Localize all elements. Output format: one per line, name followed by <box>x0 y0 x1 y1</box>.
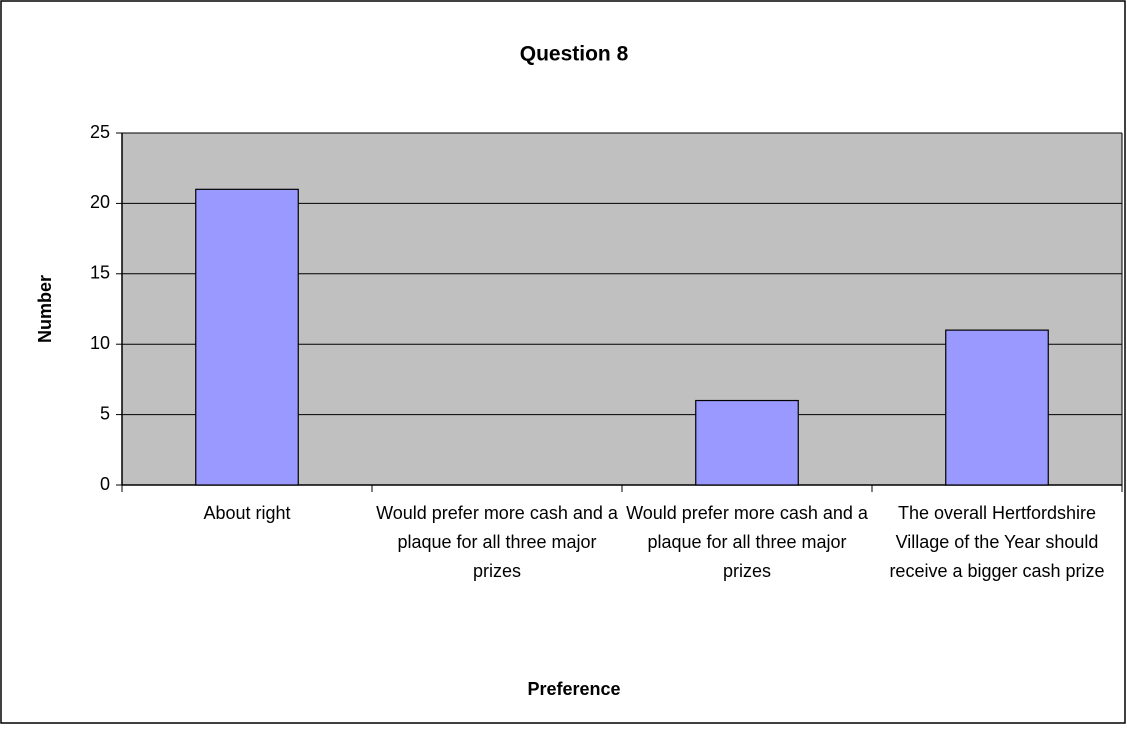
x-tick-label-box: The overall Hertfordshire Village of the… <box>889 503 1105 581</box>
y-tick-label: 20 <box>90 192 110 212</box>
y-tick-label: 5 <box>100 403 110 423</box>
x-tick-label-box: Would prefer more cash and a plaque for … <box>626 503 868 581</box>
y-tick-label: 15 <box>90 263 110 283</box>
y-tick-label: 10 <box>90 333 110 353</box>
x-tick-label-box: Would prefer more cash and a plaque for … <box>376 503 618 581</box>
bar <box>945 329 1049 486</box>
x-tick-label: The overall Hertfordshire Village of the… <box>889 503 1105 581</box>
x-tick-label: Would prefer more cash and a plaque for … <box>626 503 868 581</box>
chart-title: Question 8 <box>520 43 629 66</box>
bar <box>195 188 299 486</box>
y-axis-title: Number <box>35 275 55 343</box>
x-axis-title: Preference <box>527 679 620 699</box>
y-tick-label: 25 <box>90 122 110 142</box>
x-tick-label-box: About right <box>203 503 291 523</box>
y-tick-label: 0 <box>100 474 110 494</box>
x-tick-label: About right <box>203 503 291 523</box>
x-tick-label: Would prefer more cash and a plaque for … <box>376 503 618 581</box>
bar <box>695 399 799 486</box>
